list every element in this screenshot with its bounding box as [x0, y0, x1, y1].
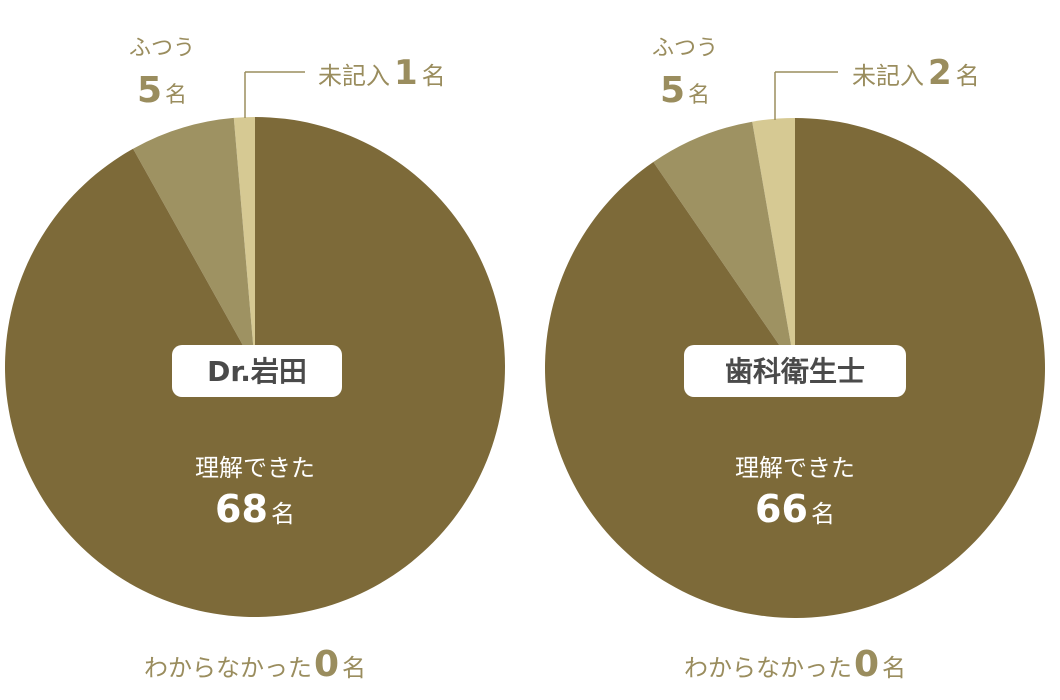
normal-label: ふつう	[652, 36, 718, 61]
understood-label: 理解できた	[195, 454, 315, 482]
svg-text:Dr.岩田: Dr.岩田	[207, 355, 307, 388]
blank-slice	[752, 118, 795, 368]
understood-count: 66 名	[755, 487, 835, 531]
understood-label: 理解できた	[735, 454, 855, 482]
chart-title-badge: Dr.岩田	[172, 345, 342, 397]
normal-slice	[133, 117, 255, 367]
understood-count: 68 名	[215, 487, 295, 531]
svg-text:歯科衛生士: 歯科衛生士	[725, 355, 865, 388]
normal-slice	[653, 121, 795, 368]
blank-slice	[233, 117, 255, 367]
not-understood-label: わからなかった0 名	[144, 644, 366, 685]
not-understood-label: わからなかった0 名	[684, 644, 906, 685]
normal-label: ふつう	[129, 36, 195, 61]
blank-label: 未記入 2 名	[852, 53, 980, 93]
chart-title-badge: 歯科衛生士	[684, 345, 906, 397]
blank-label: 未記入 1 名	[318, 53, 446, 93]
